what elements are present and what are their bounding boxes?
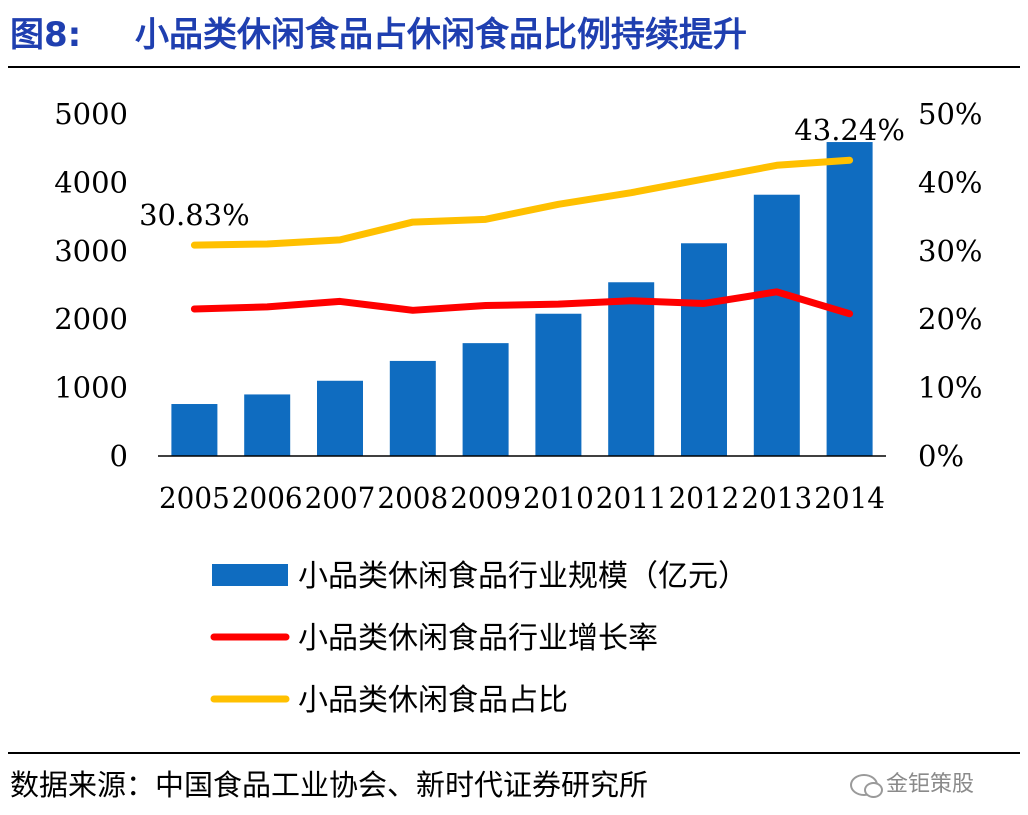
legend-label: 小品类休闲食品行业规模（亿元）: [298, 559, 748, 594]
x-tick-label: 2006: [232, 481, 303, 515]
left-tick-label: 2000: [54, 302, 128, 336]
x-tick-label: 2010: [523, 481, 594, 515]
right-tick-label: 20%: [918, 302, 982, 336]
left-tick-label: 4000: [54, 165, 128, 199]
left-tick-label: 0: [110, 439, 128, 473]
right-tick-label: 40%: [918, 165, 982, 199]
bar: [535, 313, 582, 456]
bar: [389, 360, 436, 456]
growth-rate-line: [190, 288, 854, 318]
line-series: [190, 156, 854, 318]
bar: [317, 380, 363, 456]
x-tick-label: 2013: [741, 481, 812, 515]
bar: [244, 394, 291, 456]
left-axis-tick-labels: 0 1000 2000 3000 4000 5000: [54, 97, 128, 473]
bar: [826, 142, 873, 456]
x-tick-label: 2009: [450, 481, 521, 515]
bar: [171, 404, 218, 456]
data-label: 43.24%: [794, 113, 905, 147]
figure-number: 图8:: [10, 15, 82, 55]
x-tick-label: 2007: [305, 481, 376, 515]
bar: [608, 282, 655, 456]
legend-swatch-bar: [212, 564, 288, 586]
bar-series: [171, 142, 873, 456]
right-tick-label: 0%: [918, 439, 964, 473]
data-label: 30.83%: [139, 198, 250, 232]
left-tick-label: 3000: [54, 234, 128, 268]
x-tick-label: 2011: [596, 481, 667, 515]
source-note: 数据来源：中国食品工业协会、新时代证券研究所: [10, 768, 649, 802]
watermark: 金钜策股: [850, 760, 974, 810]
bar: [681, 243, 727, 456]
right-tick-label: 50%: [918, 97, 982, 131]
top-rule: [8, 66, 1020, 68]
share-line: [190, 156, 854, 249]
wechat-icon: [850, 774, 883, 798]
right-axis-tick-labels: 0% 10% 20% 30% 40% 50%: [918, 97, 982, 473]
data-annotations: 30.83% 43.24%: [139, 113, 905, 232]
left-tick-label: 1000: [54, 371, 128, 405]
watermark-text: 金钜策股: [886, 772, 975, 797]
bar: [462, 343, 509, 456]
x-tick-label: 2005: [159, 481, 230, 515]
right-tick-label: 30%: [918, 234, 982, 268]
x-tick-label: 2008: [377, 481, 448, 515]
x-axis-tick-labels: 2005 2006 2007 2008 2009 2010 2011 2012 2013 2014: [159, 481, 885, 515]
bar: [753, 194, 800, 456]
x-tick-label: 2012: [669, 481, 740, 515]
left-tick-label: 5000: [54, 97, 128, 131]
x-tick-label: 2014: [814, 481, 885, 515]
figure-title-text: 小品类休闲食品占休闲食品比例持续提升: [135, 15, 747, 55]
figure-title: 图8: 小品类休闲食品占休闲食品比例持续提升: [10, 10, 747, 60]
right-tick-label: 10%: [918, 371, 982, 405]
legend-label: 小品类休闲食品行业增长率: [298, 621, 658, 656]
legend-label: 小品类休闲食品占比: [298, 683, 568, 718]
bottom-rule: [8, 752, 1020, 754]
